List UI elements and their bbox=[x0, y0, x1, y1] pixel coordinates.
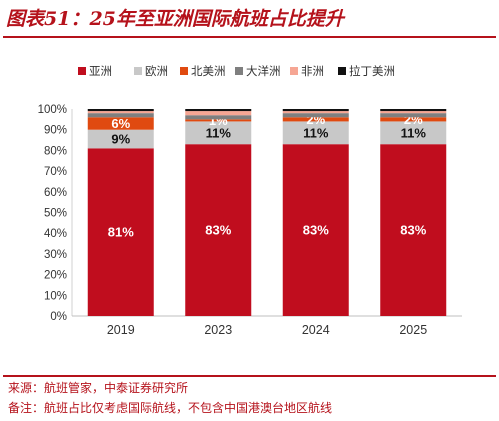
bar-segment-2025-s6 bbox=[380, 109, 447, 112]
data-label-2025-s2: 11% bbox=[401, 125, 427, 140]
legend-label-4: 大洋洲 bbox=[246, 64, 281, 78]
data-label-2025-s1: 83% bbox=[400, 223, 426, 238]
bar-segment-2025-s5 bbox=[380, 111, 447, 114]
bar-segment-2024-s1 bbox=[282, 144, 349, 316]
data-label-2019-s2: 9% bbox=[111, 132, 130, 147]
y-tick-label: 60% bbox=[44, 187, 67, 199]
bar-segment-2025-s3 bbox=[380, 117, 447, 122]
data-label-2024-s2: 11% bbox=[303, 125, 329, 140]
data-label-2023-s2: 11% bbox=[206, 125, 232, 140]
legend-label-2: 欧洲 bbox=[145, 65, 168, 78]
footer-divider bbox=[3, 375, 496, 377]
legend-swatch-6 bbox=[338, 67, 346, 75]
data-label-2024-s1: 83% bbox=[303, 223, 329, 238]
bar-segment-2025-s2 bbox=[380, 121, 447, 145]
bar-segment-2023-s1 bbox=[185, 144, 252, 316]
bar-segment-2019-s3 bbox=[87, 117, 154, 130]
y-tick-label: 50% bbox=[44, 208, 67, 220]
y-tick-label: 70% bbox=[44, 166, 67, 178]
y-tick-label: 30% bbox=[44, 249, 67, 261]
legend-label-1: 亚洲 bbox=[89, 65, 112, 78]
chart-title: 图表51：25年至亚洲国际航班占比提升 bbox=[6, 8, 344, 30]
x-tick-label: 2024 bbox=[302, 323, 330, 337]
title-divider bbox=[3, 36, 496, 38]
y-tick-label: 90% bbox=[44, 125, 67, 137]
bar-segment-2024-s4 bbox=[282, 113, 349, 118]
legend-label-6: 拉丁美洲 bbox=[349, 64, 395, 78]
x-tick-label: 2025 bbox=[399, 323, 427, 337]
legend-label-3: 北美洲 bbox=[191, 64, 226, 78]
bar-segment-2019-s6 bbox=[87, 109, 154, 112]
bar-segment-2019-s2 bbox=[87, 129, 154, 149]
bar-segment-2024-s5 bbox=[282, 111, 349, 114]
legend-label-5: 非洲 bbox=[301, 65, 324, 78]
source-note: 来源：航班管家，中泰证券研究所 bbox=[8, 381, 189, 395]
bar-segment-2023-s5 bbox=[185, 111, 252, 116]
bar-segment-2023-s3 bbox=[185, 119, 252, 122]
y-tick-label: 20% bbox=[44, 270, 67, 282]
data-label-2019-s3: 6% bbox=[111, 116, 130, 131]
legend-swatch-3 bbox=[180, 67, 188, 75]
legend-swatch-4 bbox=[235, 67, 243, 75]
data-label-2023-s1: 83% bbox=[205, 223, 231, 238]
y-tick-label: 0% bbox=[50, 311, 67, 323]
y-tick-label: 100% bbox=[38, 104, 67, 116]
bar-segment-2025-s1 bbox=[380, 144, 447, 316]
bar-segment-2025-s4 bbox=[380, 113, 447, 118]
bar-segment-2024-s3 bbox=[282, 117, 349, 122]
y-tick-label: 10% bbox=[44, 290, 67, 302]
legend-swatch-1 bbox=[78, 67, 86, 75]
bar-segment-2023-s6 bbox=[185, 109, 252, 112]
legend-swatch-5 bbox=[290, 67, 298, 75]
data-label-2019-s1: 81% bbox=[108, 225, 134, 240]
x-tick-label: 2019 bbox=[107, 323, 135, 337]
x-tick-label: 2023 bbox=[204, 323, 232, 337]
legend-swatch-2 bbox=[134, 67, 142, 75]
stacked-bar-chart: 亚洲 欧洲 北美洲 大洋洲 非洲 拉丁美洲 0% 10% 20% 30% 40% 50% 60% 70% 8… bbox=[38, 64, 462, 337]
y-tick-label: 80% bbox=[44, 145, 67, 157]
y-tick-label: 40% bbox=[44, 228, 67, 240]
bar-segment-2019-s4 bbox=[87, 113, 154, 118]
bar-segment-2024-s2 bbox=[282, 121, 349, 145]
remark-note: 备注：航班占比仅考虑国际航线，不包含中国港澳台地区航线 bbox=[8, 401, 333, 415]
bar-segment-2024-s6 bbox=[282, 109, 349, 112]
bar-segment-2019-s1 bbox=[87, 148, 154, 316]
bar-segment-2023-s4 bbox=[185, 115, 252, 120]
bar-segment-2019-s5 bbox=[87, 111, 154, 114]
bar-segment-2023-s2 bbox=[185, 121, 252, 145]
